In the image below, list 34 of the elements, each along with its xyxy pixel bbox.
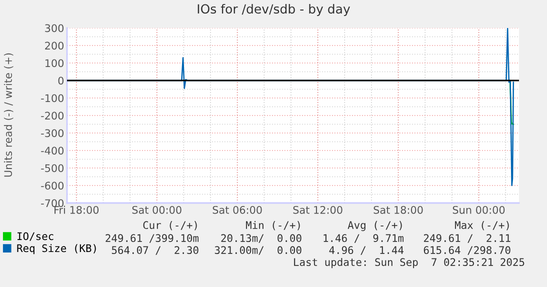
text: 20.13m/ 0.00 [221, 234, 302, 243]
x-tick-label: Sat 18:00 [374, 206, 423, 214]
x-tick-label: Sat 12:00 [293, 206, 342, 214]
text: Cur (-/+) [143, 221, 197, 230]
text: 249.61 / 2.11 [424, 234, 510, 243]
legend-label: Req Size (KB) [17, 244, 96, 254]
y-tick-label: -200 [41, 112, 64, 120]
text: 4.96 / 1.44 [329, 246, 404, 255]
y-tick-label: 100 [45, 59, 64, 68]
x-tick-label: Sat 06:00 [212, 206, 262, 214]
y-tick-label: -400 [41, 146, 64, 155]
x-tick-label: Fri 18:00 [54, 206, 99, 214]
legend-label: IO/sec [18, 232, 54, 241]
text: Avg (-/+) [348, 220, 402, 232]
y-tick-label: -100 [41, 94, 64, 102]
text: Min (-/+) [246, 220, 300, 230]
y-tick-label: -700 [41, 199, 64, 208]
text: 249.61 /399.10m [106, 234, 199, 243]
text: Max (-/+) [454, 221, 509, 230]
chart-title: IOs for /dev/sdb - by day [198, 4, 350, 16]
x-tick-label: Sat 00:00 [132, 206, 182, 214]
y-tick-label: -600 [41, 182, 64, 190]
x-tick-label: Sun 00:00 [452, 206, 505, 214]
text: 564.07 / 2.30 [112, 246, 198, 255]
y-tick-label: 0 [58, 76, 64, 85]
text: 615.64 /298.70 [424, 246, 510, 255]
text: 1.46 / 9.71m [324, 234, 404, 243]
text: Last update: Sun Sep 7 02:35:21 2025 [294, 258, 524, 268]
y-tick-label: 300 [45, 24, 64, 32]
y-tick-label: 200 [45, 42, 64, 50]
text: 321.00m/ 0.00 [214, 246, 302, 255]
y-tick-label: -500 [41, 164, 64, 172]
y-axis-title: Units read (-) / write (+) [4, 53, 14, 177]
y-tick-label: -300 [41, 129, 64, 138]
